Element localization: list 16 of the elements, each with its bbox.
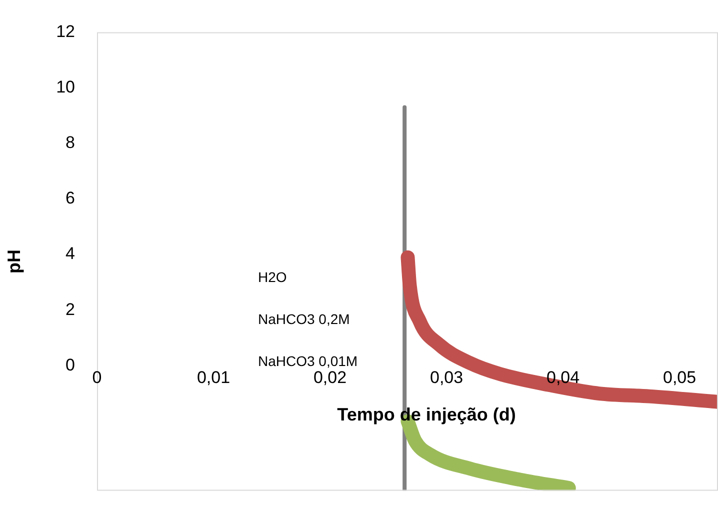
y-tick-label: 10: [56, 77, 75, 96]
x-tick-label: 0,01: [196, 368, 230, 387]
x-tick-label: 0: [92, 368, 102, 387]
x-tick-label: 0,02: [313, 368, 347, 387]
y-tick-label: 2: [66, 300, 75, 319]
y-tick-label: 12: [56, 22, 75, 41]
annotation: H2O: [258, 268, 287, 285]
y-tick-label: 8: [66, 133, 75, 152]
y-tick-label: 4: [66, 244, 75, 264]
x-tick-label: 0,05: [663, 368, 696, 387]
y-tick-label: 0: [66, 355, 75, 374]
y-axis-title: pH: [4, 250, 24, 274]
annotation: NaHCO3 0,2M: [258, 310, 350, 327]
y-tick-label: 6: [66, 188, 75, 208]
x-tick-label: 0,03: [430, 368, 464, 387]
annotation: NaHCO3 0,01M: [258, 352, 358, 369]
